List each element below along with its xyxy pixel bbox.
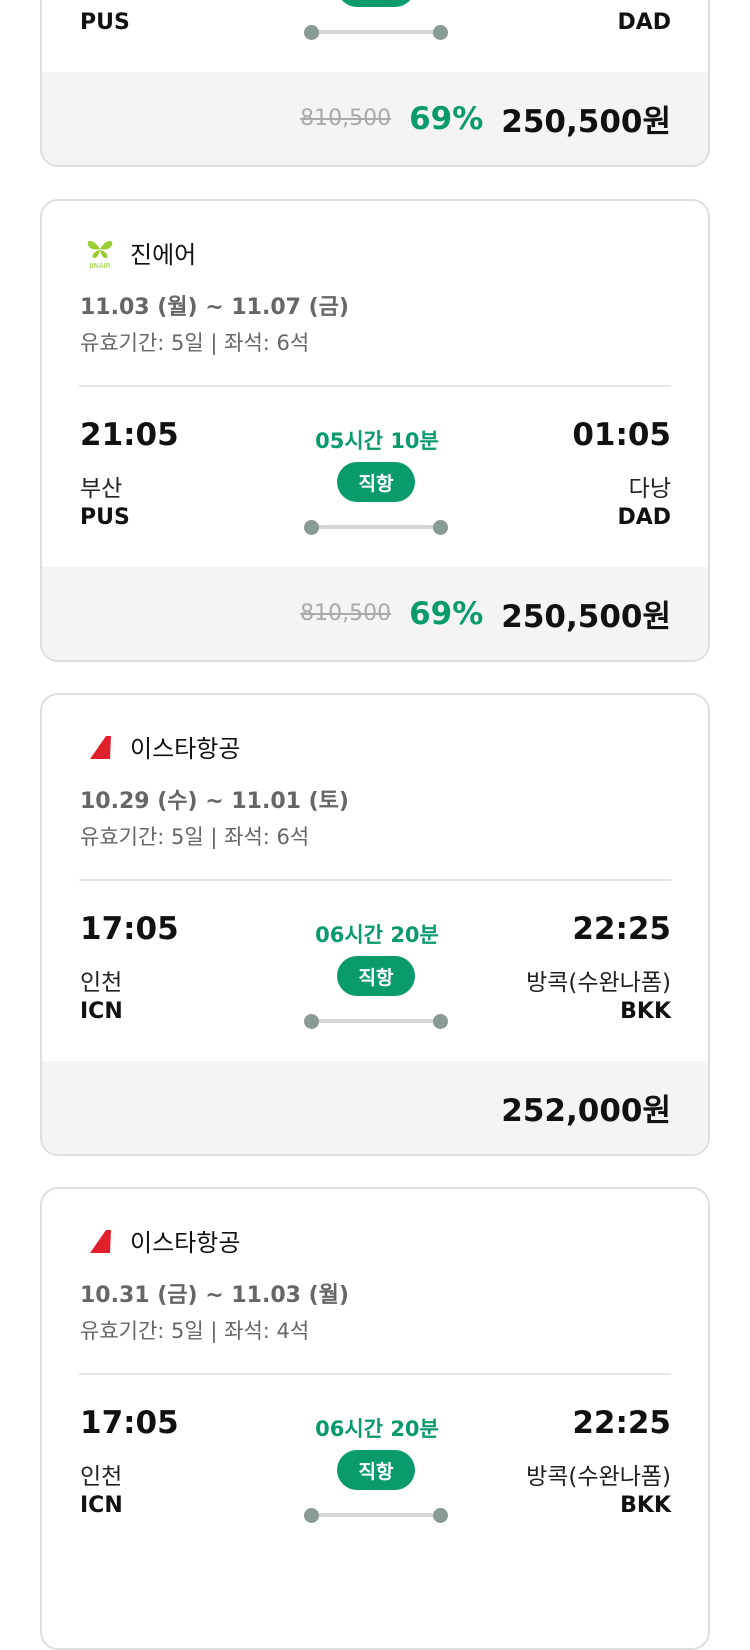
origin-city: 인천 <box>80 1464 123 1490</box>
airline-name: 이스타항공 <box>130 735 241 763</box>
dest-code: DAD <box>617 505 671 530</box>
depart-time: 17:05 <box>80 911 179 947</box>
depart-time: 17:05 <box>80 1405 179 1441</box>
route-line <box>304 1508 448 1523</box>
origin-code: PUS <box>80 10 130 35</box>
origin-city: 부산 <box>80 476 123 502</box>
dest-code: BKK <box>620 1493 671 1518</box>
origin-code: ICN <box>80 1493 123 1518</box>
duration: 06시간 20분 <box>315 923 439 947</box>
duration: 06시간 20분 <box>315 1417 439 1441</box>
direct-badge: 직항 <box>337 956 415 996</box>
price: 250,500원 <box>501 599 671 635</box>
dest-code: BKK <box>620 999 671 1024</box>
validity-seats: 유효기간: 5일 | 좌석: 6석 <box>80 331 310 355</box>
svg-text:JINAIR: JINAIR <box>88 262 110 269</box>
travel-dates: 11.03 (월) ~ 11.07 (금) <box>80 295 349 320</box>
direct-badge <box>337 0 415 7</box>
origin-city: 인천 <box>80 970 123 996</box>
original-price: 810,500 <box>300 601 392 626</box>
flight-card[interactable]: PUS DAD 810,500 69% 250,500원 <box>40 0 710 167</box>
dest-city: 다낭 <box>628 476 671 502</box>
arrive-time: 22:25 <box>572 1405 671 1441</box>
airline: 이스타항공 <box>80 729 240 764</box>
dest-city: 방콕(수완나폼) <box>526 1464 671 1490</box>
dest-city: 방콕(수완나폼) <box>526 970 671 996</box>
arrive-time: 22:25 <box>572 911 671 947</box>
flight-card[interactable]: 이스타항공 10.31 (금) ~ 11.03 (월) 유효기간: 5일 | 좌… <box>40 1187 710 1650</box>
travel-dates: 10.31 (금) ~ 11.03 (월) <box>80 1283 349 1308</box>
route-line <box>304 1014 448 1029</box>
airline-name: 진에어 <box>130 241 197 269</box>
airline: 이스타항공 <box>80 1223 240 1258</box>
duration: 05시간 10분 <box>315 429 439 453</box>
travel-dates: 10.29 (수) ~ 11.01 (토) <box>80 789 349 814</box>
flight-card[interactable]: JINAIR 진에어 11.03 (월) ~ 11.07 (금) 유효기간: 5… <box>40 199 710 662</box>
jinair-logo-icon: JINAIR <box>80 236 120 270</box>
airline: JINAIR 진에어 <box>80 235 196 270</box>
route-line <box>304 520 448 535</box>
price: 250,500원 <box>501 104 671 140</box>
price-footer: 810,500 69% 250,500원 <box>42 72 708 165</box>
validity-seats: 유효기간: 5일 | 좌석: 4석 <box>80 1319 310 1343</box>
eastarjet-logo-icon <box>80 1224 120 1258</box>
origin-code: ICN <box>80 999 123 1024</box>
divider <box>79 385 671 387</box>
discount-rate: 69% <box>409 595 484 632</box>
validity-seats: 유효기간: 5일 | 좌석: 6석 <box>80 825 310 849</box>
price-footer: 252,000원 <box>42 1061 708 1154</box>
direct-badge: 직항 <box>337 462 415 502</box>
arrive-time: 01:05 <box>572 417 671 453</box>
original-price: 810,500 <box>300 106 392 131</box>
price-footer: 810,500 69% 250,500원 <box>42 567 708 660</box>
flight-card[interactable]: 이스타항공 10.29 (수) ~ 11.01 (토) 유효기간: 5일 | 좌… <box>40 693 710 1156</box>
dest-code: DAD <box>617 10 671 35</box>
divider <box>79 879 671 881</box>
direct-badge: 직항 <box>337 1450 415 1490</box>
discount-rate: 69% <box>409 100 484 137</box>
price: 252,000원 <box>501 1093 671 1129</box>
origin-code: PUS <box>80 505 130 530</box>
eastarjet-logo-icon <box>80 730 120 764</box>
divider <box>79 1373 671 1375</box>
route-line <box>304 25 448 40</box>
airline-name: 이스타항공 <box>130 1229 241 1257</box>
depart-time: 21:05 <box>80 417 179 453</box>
